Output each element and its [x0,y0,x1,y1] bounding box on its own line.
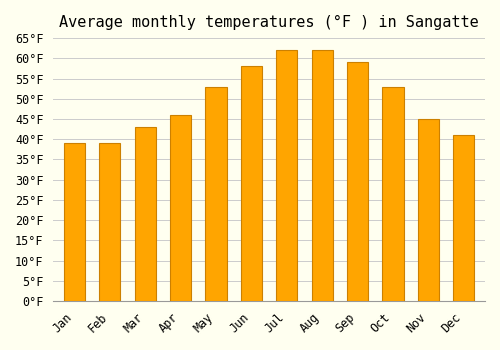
Bar [312,50,333,301]
Bar [134,127,156,301]
Bar [382,87,404,301]
Bar [453,135,474,301]
Bar [276,50,297,301]
Title: Average monthly temperatures (°F ) in Sangatte: Average monthly temperatures (°F ) in Sa… [59,15,479,30]
Bar [347,62,368,301]
Bar [64,143,85,301]
Bar [418,119,439,301]
Bar [206,87,227,301]
Bar [170,115,191,301]
Bar [99,143,120,301]
Bar [241,66,262,301]
